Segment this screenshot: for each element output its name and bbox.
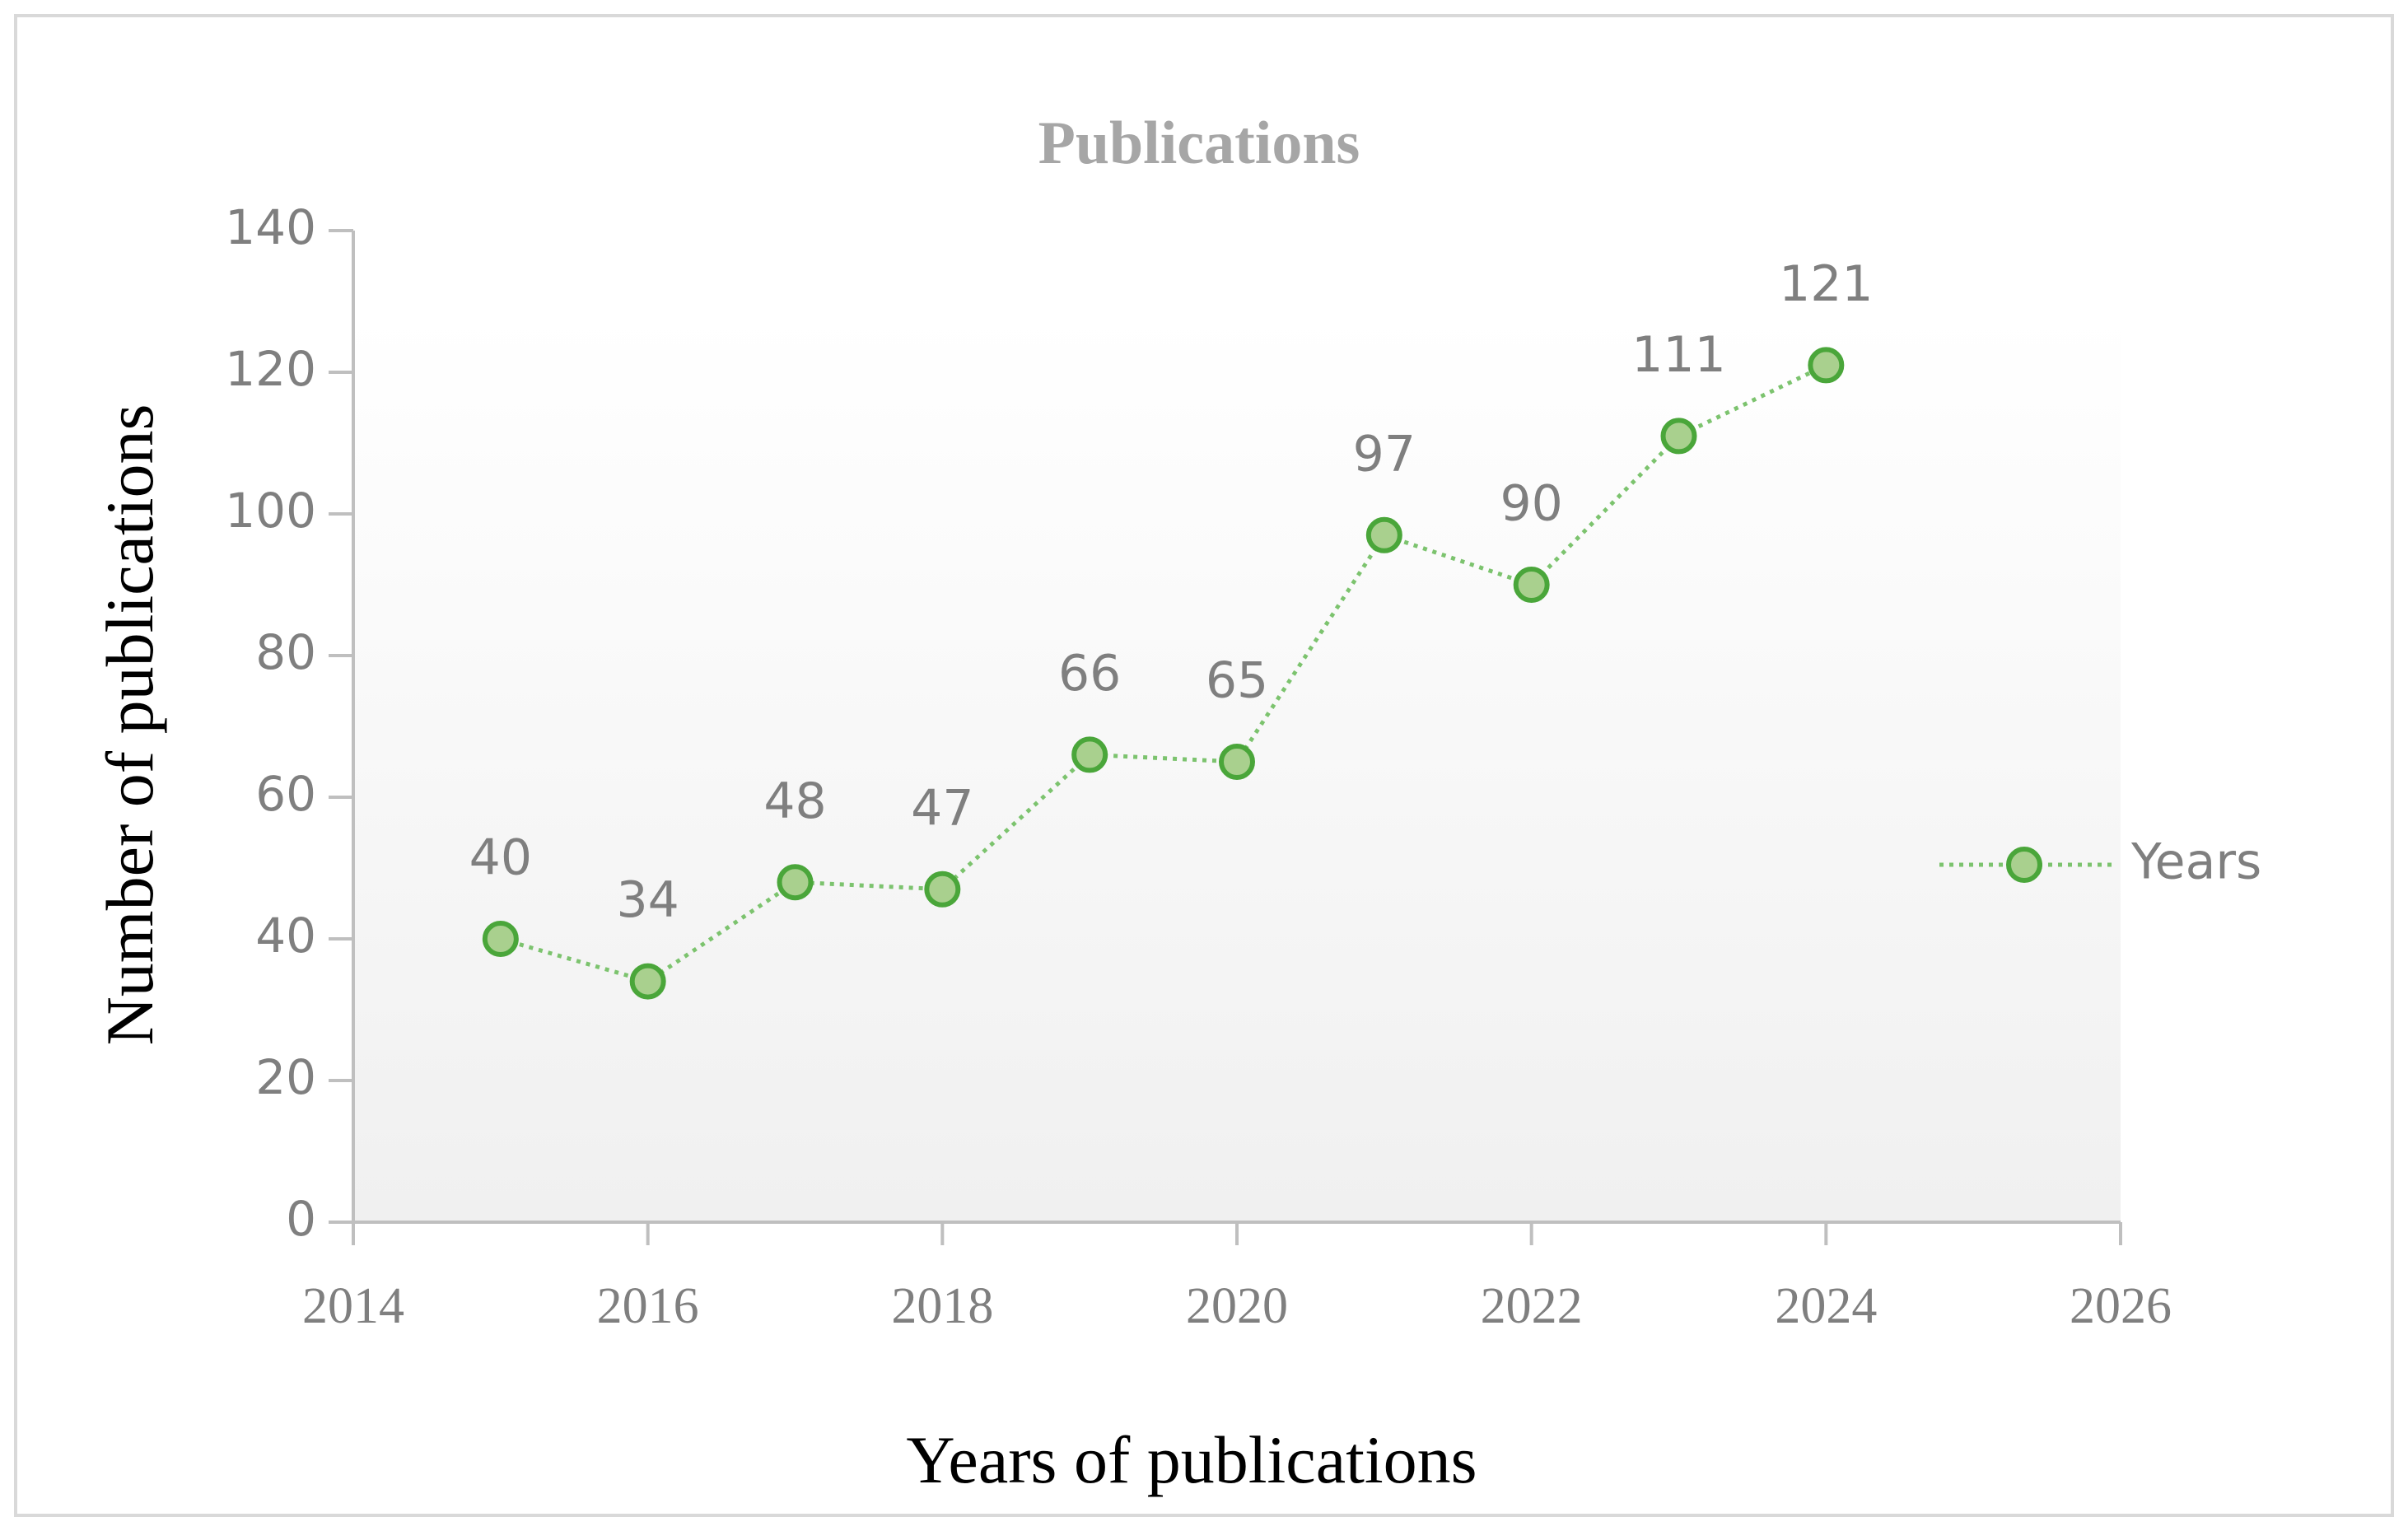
data-label: 47 xyxy=(911,779,973,837)
x-tick-label: 2020 xyxy=(1186,1278,1288,1334)
x-tick-label: 2018 xyxy=(891,1278,993,1334)
data-point xyxy=(777,864,814,901)
data-point xyxy=(1660,418,1697,455)
data-point xyxy=(924,871,961,908)
series-line xyxy=(500,363,1827,984)
x-tick-label: 2014 xyxy=(302,1278,404,1334)
y-tick-label: 120 xyxy=(225,341,316,397)
y-tick-label: 80 xyxy=(255,624,316,680)
data-point xyxy=(1808,347,1845,384)
x-tick-label: 2024 xyxy=(1775,1278,1877,1334)
x-axis-title: Years of publications xyxy=(906,1422,1477,1497)
data-point xyxy=(482,921,519,957)
data-point xyxy=(1513,567,1550,603)
data-point xyxy=(629,963,666,1000)
y-tick-label: 40 xyxy=(255,908,316,964)
data-label: 34 xyxy=(616,871,679,929)
data-label: 121 xyxy=(1779,255,1874,313)
x-tick-label: 2022 xyxy=(1481,1278,1583,1334)
data-point xyxy=(1219,744,1255,780)
legend-marker xyxy=(2006,847,2042,883)
data-label: 66 xyxy=(1058,645,1121,702)
data-label: 40 xyxy=(469,829,532,887)
data-point xyxy=(1071,736,1108,773)
legend-label: Years xyxy=(2130,833,2261,891)
y-tick-label: 140 xyxy=(225,199,316,255)
data-label: 111 xyxy=(1631,326,1726,384)
y-tick-label: 20 xyxy=(255,1049,316,1105)
x-tick-label: 2026 xyxy=(2070,1278,2172,1334)
data-label: 48 xyxy=(763,773,826,830)
chart-title: Publications xyxy=(1038,110,1360,177)
data-point xyxy=(1365,516,1402,553)
data-label: 97 xyxy=(1353,425,1416,483)
x-tick-label: 2016 xyxy=(597,1278,699,1334)
y-tick-label: 0 xyxy=(286,1191,316,1247)
y-tick-label: 60 xyxy=(255,766,316,822)
data-label: 65 xyxy=(1206,652,1268,710)
y-tick-label: 100 xyxy=(225,483,316,539)
y-axis-title: Number of publications xyxy=(92,404,167,1046)
data-label: 90 xyxy=(1500,475,1562,533)
